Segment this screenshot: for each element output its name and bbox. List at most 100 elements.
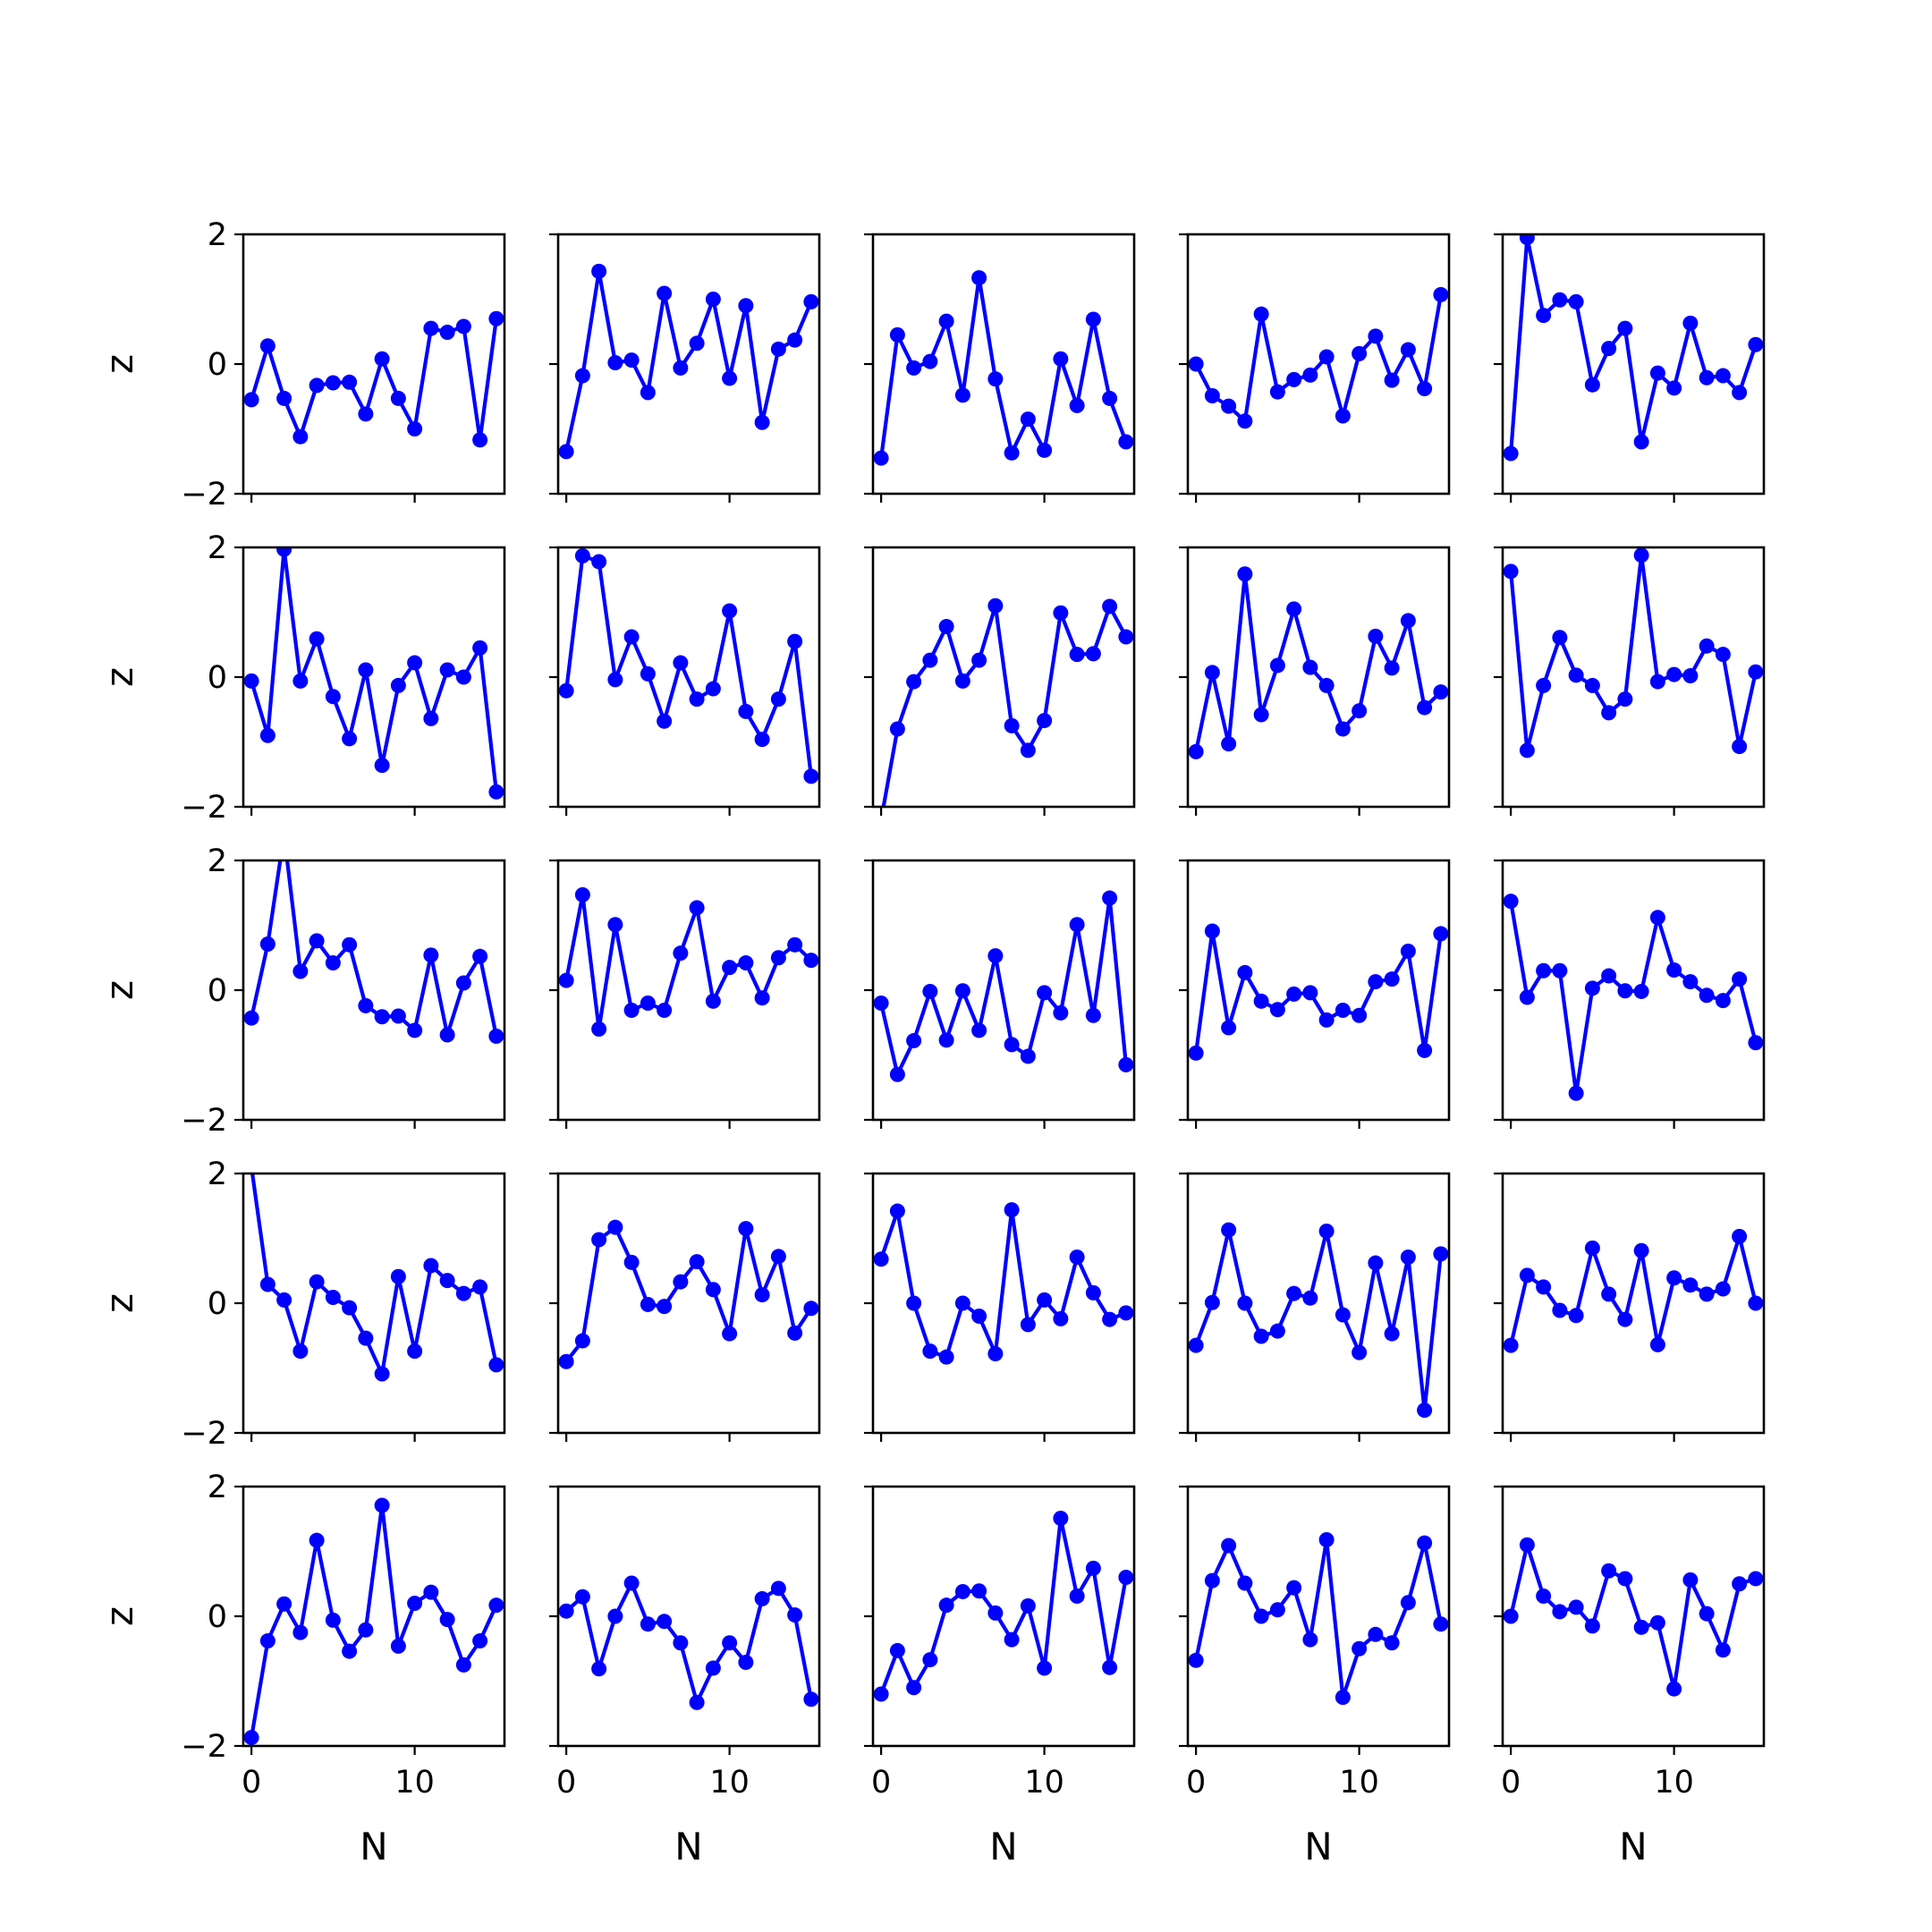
y-axis-label: z (97, 1293, 141, 1313)
data-point (558, 1353, 574, 1369)
data-point (1037, 442, 1053, 458)
series-group (881, 597, 1134, 807)
data-point (407, 655, 423, 671)
data-point (1666, 1270, 1682, 1286)
data-point (472, 1633, 488, 1649)
data-point (1682, 315, 1699, 331)
data-point (922, 652, 938, 668)
data-point (259, 727, 275, 743)
data-point (1601, 968, 1617, 984)
y-tick-label: 2 (208, 1157, 227, 1192)
data-point (558, 682, 574, 699)
data-point (787, 633, 803, 649)
data-point (1666, 380, 1682, 396)
series-group (558, 886, 819, 1037)
data-point (390, 677, 406, 693)
axes-frame (1501, 546, 1766, 809)
data-point (1352, 1007, 1368, 1023)
data-point (1433, 286, 1449, 302)
data-point (1503, 894, 1519, 910)
y-tick-label: 0 (208, 660, 227, 696)
data-point (309, 631, 325, 647)
data-point (1318, 1531, 1335, 1547)
data-point (439, 1612, 455, 1628)
data-point (1536, 962, 1552, 979)
data-point (906, 360, 922, 376)
axes-frame (1186, 859, 1451, 1122)
data-point (770, 1580, 786, 1597)
data-point (1552, 292, 1568, 308)
data-point (243, 1730, 259, 1746)
data-point (1004, 1631, 1020, 1648)
data-point (325, 955, 341, 971)
series-group (243, 860, 504, 1044)
data-point (292, 963, 309, 979)
data-point (1221, 1538, 1237, 1554)
data-point (889, 1642, 905, 1658)
data-point (873, 1686, 889, 1702)
data-point (889, 326, 905, 343)
y-tick-label: 0 (208, 1286, 227, 1322)
data-point (342, 374, 358, 390)
series-line (1508, 899, 1758, 1096)
data-point (390, 1268, 406, 1284)
data-point (1568, 667, 1584, 683)
subplot-r0-c3 (1179, 233, 1451, 503)
series-line (1193, 1227, 1444, 1412)
data-point (673, 360, 689, 376)
subplot-r4-c1: 0 10N (549, 1485, 821, 1868)
data-point (1020, 411, 1036, 428)
data-point (1118, 629, 1134, 645)
data-point (1053, 605, 1069, 621)
y-tick-label: −2 (181, 1416, 227, 1452)
series-line (249, 547, 499, 794)
y-axis-label: z (97, 667, 141, 687)
series-line (878, 1208, 1129, 1360)
subplot-r4-c2: 0 10N (864, 1485, 1136, 1868)
data-point (1004, 1037, 1020, 1053)
data-point (1269, 1002, 1285, 1018)
data-point (873, 1251, 889, 1267)
data-point (1503, 445, 1519, 462)
data-point (1519, 989, 1535, 1005)
data-point (754, 732, 770, 748)
y-tick-label: 2 (208, 530, 227, 566)
data-point (1221, 1222, 1237, 1238)
data-point (455, 1285, 471, 1301)
data-point (623, 1002, 640, 1018)
data-point (689, 335, 705, 352)
data-point (705, 993, 721, 1009)
data-point (689, 900, 705, 916)
data-point (1536, 308, 1552, 324)
x-tick-label: 10 (394, 1765, 435, 1801)
data-point (1601, 1286, 1617, 1302)
data-point (358, 997, 374, 1013)
data-point (987, 948, 1004, 964)
series-line (1508, 1543, 1758, 1691)
subplot-r4-c0: −2 0 2 0 10 z N (97, 1470, 506, 1868)
y-tick-label: −2 (181, 790, 227, 826)
data-point (390, 390, 406, 406)
series-line (1193, 292, 1444, 423)
data-point (1237, 413, 1253, 429)
data-point (1188, 1652, 1204, 1668)
data-point (1715, 1642, 1731, 1658)
data-point (673, 1635, 689, 1651)
data-point (623, 352, 640, 369)
data-point (770, 1249, 786, 1265)
data-point (259, 936, 275, 953)
data-point (954, 387, 970, 403)
data-point (922, 983, 938, 999)
data-point (1715, 993, 1731, 1009)
data-point (1433, 926, 1449, 942)
data-point (488, 784, 504, 800)
data-point (1536, 1589, 1552, 1605)
data-point (243, 1010, 259, 1026)
series-line (881, 604, 1129, 807)
data-point (1400, 1250, 1416, 1266)
data-point (1069, 647, 1085, 663)
data-point (358, 406, 374, 422)
data-point (1732, 739, 1748, 755)
data-point (705, 292, 721, 307)
data-point (1085, 1284, 1101, 1301)
